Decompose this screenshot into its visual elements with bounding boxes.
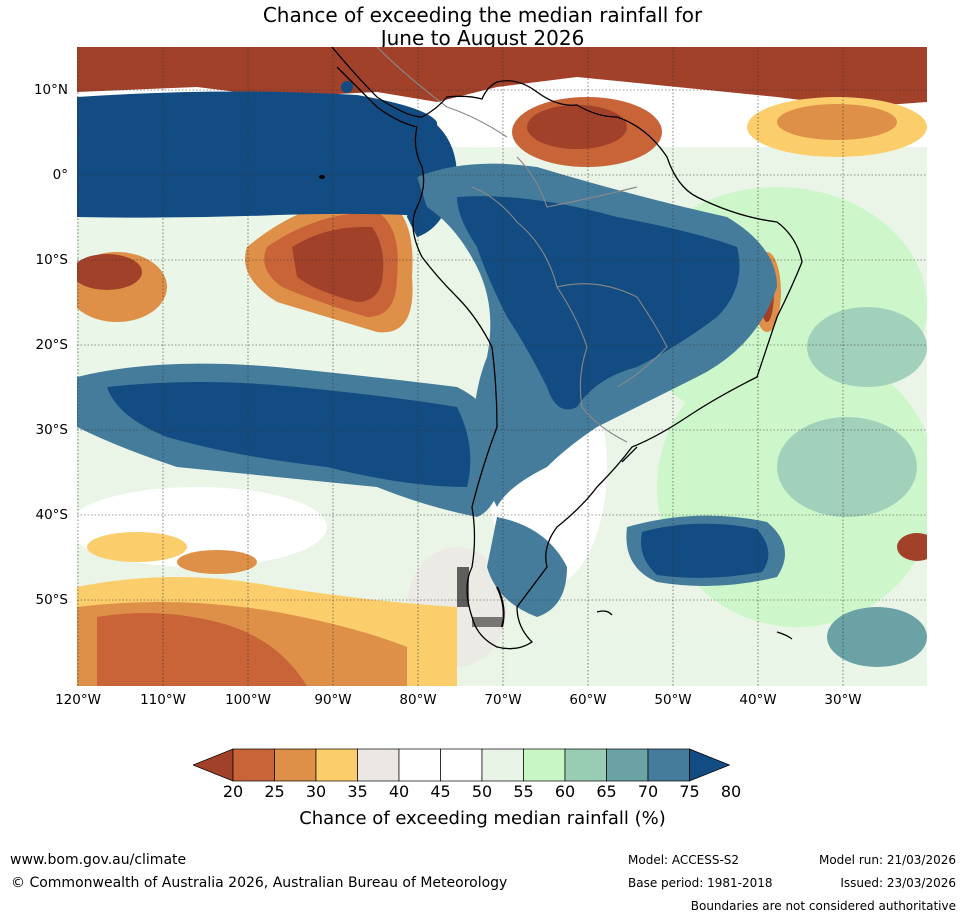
colorbar	[193, 748, 731, 782]
colorbar-tick-label: 70	[637, 782, 659, 801]
colorbar-tick-label: 50	[471, 782, 493, 801]
lat-label-20s: 20°S	[35, 337, 69, 353]
map-canvas	[77, 47, 927, 686]
lat-label-10s: 10°S	[35, 252, 69, 268]
colorbar-tick-label: 40	[388, 782, 410, 801]
colorbar-tick-label: 65	[596, 782, 617, 801]
rainfall-map	[77, 47, 927, 686]
lon-label-70w: 70°W	[484, 692, 522, 708]
lon-label-50w: 50°W	[654, 692, 692, 708]
lat-label-40s: 40°S	[35, 507, 69, 523]
colorbar-segment	[315, 748, 358, 782]
colorbar-tick-label: 55	[513, 782, 534, 801]
colorbar-tick-label: 30	[305, 782, 327, 801]
colorbar-segment	[232, 748, 275, 782]
colorbar-segment	[274, 748, 317, 782]
colorbar-segment	[523, 748, 566, 782]
colorbar-segment	[647, 748, 690, 782]
lon-label-40w: 40°W	[739, 692, 777, 708]
title-line-1: Chance of exceeding the median rainfall …	[262, 3, 703, 27]
colorbar-tick-label: 80	[720, 782, 742, 801]
lat-label-30s: 30°S	[35, 422, 69, 438]
colorbar-segment	[440, 748, 483, 782]
lat-label-50s: 50°S	[35, 592, 69, 608]
lat-label-10n: 10°N	[33, 82, 68, 98]
colorbar-arrow-low	[193, 748, 234, 782]
colorbar-segment	[606, 748, 649, 782]
lon-label-100w: 100°W	[225, 692, 271, 708]
colorbar-title: Chance of exceeding median rainfall (%)	[299, 808, 666, 829]
country-borders	[376, 47, 668, 443]
colorbar-segment	[357, 748, 400, 782]
colorbar-segment	[398, 748, 441, 782]
footer-model-run: Model run: 21/03/2026	[818, 853, 956, 867]
footer-copyright: © Commonwealth of Australia 2026, Austra…	[11, 875, 508, 891]
footer-model: Model: ACCESS-S2	[628, 853, 740, 867]
colorbar-segments	[193, 748, 731, 782]
lon-label-110w: 110°W	[140, 692, 186, 708]
colorbar-tick-label: 25	[264, 782, 285, 801]
colorbar-segment	[481, 748, 524, 782]
patagonia-islands	[319, 175, 502, 627]
lon-label-120w: 120°W	[55, 692, 101, 708]
lon-label-80w: 80°W	[399, 692, 437, 708]
coastline	[331, 47, 803, 650]
colorbar-tick-label: 75	[679, 782, 700, 801]
footer-website: www.bom.gov.au/climate	[10, 852, 187, 868]
colorbar-tick-label: 45	[430, 782, 451, 801]
colorbar-tick-label: 20	[222, 782, 244, 801]
lon-label-60w: 60°W	[569, 692, 607, 708]
footer-disclaimer: Boundaries are not considered authoritat…	[690, 899, 956, 913]
map-title: Chance of exceeding the median rainfall …	[0, 4, 965, 50]
footer-issued: Issued: 23/03/2026	[840, 876, 956, 890]
lon-label-30w: 30°W	[824, 692, 862, 708]
graticule	[77, 47, 927, 686]
colorbar-tick-label: 35	[347, 782, 368, 801]
lat-label-0: 0°	[52, 167, 68, 183]
colorbar-segment	[564, 748, 607, 782]
title-line-2: June to August 2026	[380, 26, 585, 50]
footer-base-period: Base period: 1981-2018	[628, 876, 773, 890]
colorbar-arrow-high	[689, 748, 731, 782]
wet-regions	[77, 81, 927, 667]
lon-label-90w: 90°W	[314, 692, 352, 708]
colorbar-tick-label: 60	[554, 782, 576, 801]
